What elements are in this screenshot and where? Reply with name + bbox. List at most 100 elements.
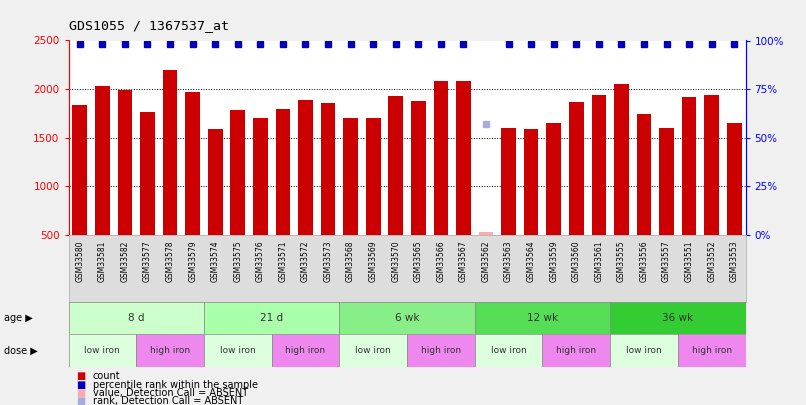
Bar <box>501 128 516 235</box>
Text: 12 wk: 12 wk <box>527 313 558 323</box>
Text: GSM33569: GSM33569 <box>368 240 378 282</box>
Text: low iron: low iron <box>626 346 662 355</box>
Text: dose ▶: dose ▶ <box>4 345 38 355</box>
Bar <box>69 302 204 334</box>
Bar <box>456 81 471 235</box>
Bar <box>339 302 475 334</box>
Bar <box>637 114 651 235</box>
Text: ■: ■ <box>77 380 85 390</box>
Bar <box>343 118 358 235</box>
Bar <box>231 109 245 235</box>
Bar <box>272 334 339 367</box>
Text: percentile rank within the sample: percentile rank within the sample <box>93 380 258 390</box>
Text: GSM33553: GSM33553 <box>729 240 739 282</box>
Bar <box>298 100 313 235</box>
Text: GSM33571: GSM33571 <box>278 240 288 282</box>
Bar <box>185 92 200 235</box>
Text: GSM33576: GSM33576 <box>256 240 265 282</box>
Text: 36 wk: 36 wk <box>663 313 693 323</box>
Text: GSM33561: GSM33561 <box>594 240 604 282</box>
Text: GSM33568: GSM33568 <box>346 240 355 282</box>
Bar <box>407 334 475 367</box>
Text: GSM33578: GSM33578 <box>165 240 175 282</box>
Bar <box>136 334 204 367</box>
Text: high iron: high iron <box>150 346 190 355</box>
Bar <box>610 302 746 334</box>
Bar <box>678 334 746 367</box>
Bar <box>276 109 290 235</box>
Text: 21 d: 21 d <box>260 313 283 323</box>
Text: GSM33552: GSM33552 <box>707 240 717 282</box>
Bar <box>434 81 448 235</box>
Text: GSM33572: GSM33572 <box>301 240 310 282</box>
Bar <box>388 96 403 235</box>
Text: low iron: low iron <box>220 346 256 355</box>
Bar <box>524 129 538 235</box>
Text: GSM33551: GSM33551 <box>684 240 694 282</box>
Text: high iron: high iron <box>421 346 461 355</box>
Text: ■: ■ <box>77 396 85 405</box>
Text: GSM33581: GSM33581 <box>98 240 107 281</box>
Bar <box>614 84 629 235</box>
Bar <box>69 334 136 367</box>
Text: low iron: low iron <box>491 346 526 355</box>
Text: low iron: low iron <box>355 346 391 355</box>
Bar <box>339 334 407 367</box>
Text: 8 d: 8 d <box>128 313 144 323</box>
Text: high iron: high iron <box>556 346 596 355</box>
Text: low iron: low iron <box>85 346 120 355</box>
Text: GSM33555: GSM33555 <box>617 240 626 282</box>
Bar <box>610 334 678 367</box>
Bar <box>411 101 426 235</box>
Bar <box>704 95 719 235</box>
Text: GDS1055 / 1367537_at: GDS1055 / 1367537_at <box>69 19 229 32</box>
Bar <box>546 123 561 235</box>
Bar <box>253 118 268 235</box>
Text: GSM33573: GSM33573 <box>323 240 333 282</box>
Text: GSM33567: GSM33567 <box>459 240 468 282</box>
Text: GSM33574: GSM33574 <box>210 240 220 282</box>
Bar <box>569 102 584 235</box>
Text: GSM33556: GSM33556 <box>639 240 649 282</box>
Bar <box>366 118 380 235</box>
Text: GSM33566: GSM33566 <box>436 240 446 282</box>
Text: GSM33557: GSM33557 <box>662 240 671 282</box>
Text: count: count <box>93 371 120 381</box>
Bar <box>682 97 696 235</box>
Bar <box>321 103 335 235</box>
Bar <box>73 104 87 235</box>
Text: GSM33577: GSM33577 <box>143 240 152 282</box>
Bar <box>542 334 610 367</box>
Text: GSM33564: GSM33564 <box>526 240 536 282</box>
Bar <box>659 128 674 235</box>
Text: ■: ■ <box>77 371 85 381</box>
Text: GSM33579: GSM33579 <box>188 240 197 282</box>
Text: high iron: high iron <box>285 346 326 355</box>
Text: age ▶: age ▶ <box>4 313 33 323</box>
Bar <box>208 129 222 235</box>
Bar <box>140 113 155 235</box>
Text: GSM33562: GSM33562 <box>481 240 491 282</box>
Bar <box>592 95 606 235</box>
Text: value, Detection Call = ABSENT: value, Detection Call = ABSENT <box>93 388 247 398</box>
Bar <box>475 334 542 367</box>
Bar <box>479 232 493 235</box>
Bar <box>118 90 132 235</box>
Text: GSM33570: GSM33570 <box>391 240 401 282</box>
Bar <box>727 123 742 235</box>
Text: GSM33563: GSM33563 <box>504 240 513 282</box>
Bar <box>204 334 272 367</box>
Text: GSM33580: GSM33580 <box>75 240 85 282</box>
Bar <box>475 302 610 334</box>
Bar <box>163 70 177 235</box>
Text: ■: ■ <box>77 388 85 398</box>
Text: high iron: high iron <box>692 346 732 355</box>
Bar <box>204 302 339 334</box>
Text: GSM33560: GSM33560 <box>571 240 581 282</box>
Bar <box>95 86 110 235</box>
Text: rank, Detection Call = ABSENT: rank, Detection Call = ABSENT <box>93 396 243 405</box>
Text: 6 wk: 6 wk <box>395 313 419 323</box>
Text: GSM33575: GSM33575 <box>233 240 243 282</box>
Text: GSM33559: GSM33559 <box>549 240 559 282</box>
Text: GSM33582: GSM33582 <box>120 240 130 281</box>
